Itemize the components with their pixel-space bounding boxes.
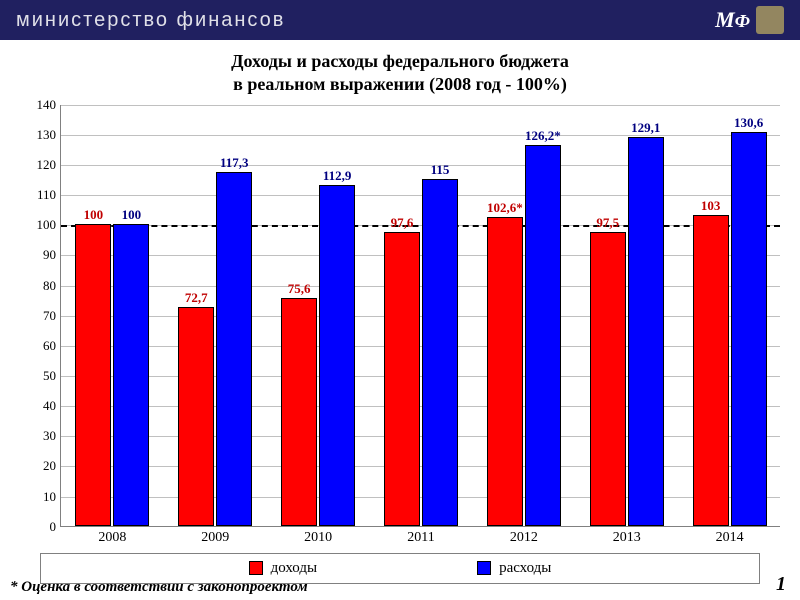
grid-line bbox=[61, 135, 780, 136]
header-logo-block: МФ bbox=[715, 6, 784, 34]
y-tick-label: 110 bbox=[37, 187, 56, 203]
bar-value-label: 72,7 bbox=[185, 290, 208, 306]
y-tick-label: 20 bbox=[43, 458, 56, 474]
bar-group: 103130,6 bbox=[693, 132, 767, 526]
x-tick-label: 2011 bbox=[407, 530, 434, 546]
y-tick-label: 10 bbox=[43, 489, 56, 505]
y-tick-label: 70 bbox=[43, 308, 56, 324]
y-tick-label: 120 bbox=[37, 157, 57, 173]
bar-group: 97,5129,1 bbox=[590, 137, 664, 526]
bar: 130,6 bbox=[731, 132, 767, 526]
bar: 103 bbox=[693, 215, 729, 525]
footnote: * Оценка в соответствии с законопроектом bbox=[10, 579, 308, 596]
x-tick-label: 2014 bbox=[716, 530, 744, 546]
y-axis: 0102030405060708090100110120130140 bbox=[20, 105, 60, 547]
bar-value-label: 103 bbox=[701, 198, 721, 214]
grid-line bbox=[61, 165, 780, 166]
org-name: министерство финансов bbox=[16, 9, 285, 32]
bar: 97,5 bbox=[590, 232, 626, 526]
bar: 100 bbox=[75, 224, 111, 525]
grid-line bbox=[61, 105, 780, 106]
bar: 117,3 bbox=[216, 172, 252, 526]
y-tick-label: 0 bbox=[50, 519, 57, 535]
y-tick-label: 100 bbox=[37, 217, 57, 233]
x-tick-label: 2013 bbox=[613, 530, 641, 546]
logo-letter-f: Ф bbox=[735, 11, 750, 31]
legend-swatch-expense bbox=[477, 561, 491, 575]
logo-letter-m: М bbox=[715, 7, 735, 32]
bar-value-label: 115 bbox=[431, 162, 450, 178]
logo-main: МФ bbox=[715, 7, 750, 33]
x-tick-label: 2010 bbox=[304, 530, 332, 546]
bar: 75,6 bbox=[281, 298, 317, 526]
legend-label-income: доходы bbox=[271, 560, 317, 577]
bar-value-label: 97,5 bbox=[596, 215, 619, 231]
x-tick-label: 2008 bbox=[98, 530, 126, 546]
y-tick-label: 30 bbox=[43, 428, 56, 444]
bar: 115 bbox=[422, 179, 458, 526]
bar: 100 bbox=[113, 224, 149, 525]
bar: 126,2* bbox=[525, 145, 561, 525]
bar-group: 100100 bbox=[75, 224, 149, 525]
bar-value-label: 102,6* bbox=[487, 200, 523, 216]
bar-value-label: 117,3 bbox=[220, 155, 249, 171]
y-tick-label: 80 bbox=[43, 278, 56, 294]
bar: 129,1 bbox=[628, 137, 664, 526]
bar-group: 97,6115 bbox=[384, 179, 458, 526]
legend-item-expense: расходы bbox=[477, 560, 551, 577]
legend-label-expense: расходы bbox=[499, 560, 551, 577]
y-tick-label: 140 bbox=[37, 97, 57, 113]
title-line-2: в реальном выражении (2008 год - 100%) bbox=[233, 74, 567, 94]
title-line-1: Доходы и расходы федерального бюджета bbox=[231, 51, 569, 71]
legend-swatch-income bbox=[249, 561, 263, 575]
bar-value-label: 100 bbox=[122, 207, 142, 223]
bar-value-label: 126,2* bbox=[525, 128, 561, 144]
x-tick-label: 2009 bbox=[201, 530, 229, 546]
header-bar: министерство финансов МФ bbox=[0, 0, 800, 40]
plot-area: 100100200872,7117,3200975,6112,9201097,6… bbox=[60, 105, 780, 527]
chart-title: Доходы и расходы федерального бюджета в … bbox=[0, 50, 800, 97]
page-number: 1 bbox=[776, 573, 786, 596]
y-tick-label: 40 bbox=[43, 398, 56, 414]
emblem-icon bbox=[756, 6, 784, 34]
bar: 72,7 bbox=[178, 307, 214, 526]
bar-value-label: 112,9 bbox=[323, 168, 352, 184]
bar-group: 102,6*126,2* bbox=[487, 145, 561, 525]
y-tick-label: 90 bbox=[43, 247, 56, 263]
bar-value-label: 130,6 bbox=[734, 115, 763, 131]
x-tick-label: 2012 bbox=[510, 530, 538, 546]
bar-value-label: 129,1 bbox=[631, 120, 660, 136]
chart-container: 0102030405060708090100110120130140 10010… bbox=[20, 105, 780, 547]
bar-group: 72,7117,3 bbox=[178, 172, 252, 526]
bar-value-label: 97,6 bbox=[391, 215, 414, 231]
bar: 97,6 bbox=[384, 232, 420, 526]
y-tick-label: 60 bbox=[43, 338, 56, 354]
bar-value-label: 100 bbox=[84, 207, 104, 223]
bar: 102,6* bbox=[487, 217, 523, 526]
y-tick-label: 130 bbox=[37, 127, 57, 143]
y-tick-label: 50 bbox=[43, 368, 56, 384]
bar: 112,9 bbox=[319, 185, 355, 525]
legend-item-income: доходы bbox=[249, 560, 317, 577]
bar-group: 75,6112,9 bbox=[281, 185, 355, 525]
bar-value-label: 75,6 bbox=[288, 281, 311, 297]
